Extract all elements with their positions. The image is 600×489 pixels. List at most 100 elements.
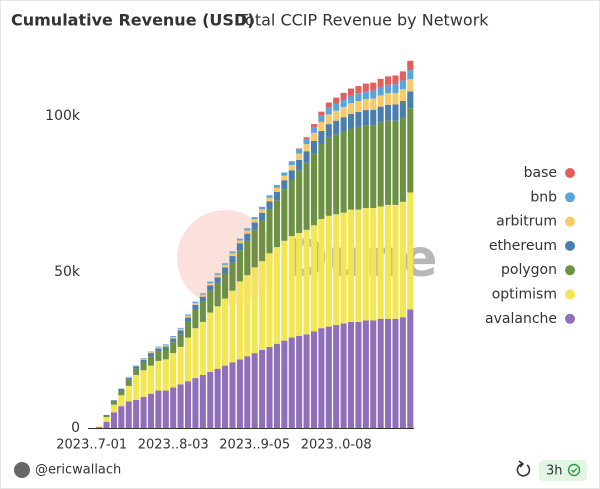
bar-segment [296, 335, 303, 428]
bar-segment [407, 108, 414, 193]
bar-segment [170, 342, 177, 354]
age-text: 3h [546, 464, 563, 479]
bar-segment [147, 352, 155, 354]
bar-segment [222, 273, 229, 299]
bar-segment [370, 320, 377, 428]
refresh-button[interactable] [516, 460, 531, 477]
bar-segment [222, 264, 229, 268]
bar-segment [340, 323, 347, 428]
bar-segment [199, 296, 206, 302]
bar-segment [244, 230, 251, 234]
bar-segment [140, 362, 147, 371]
bar-segment [125, 401, 132, 428]
bar-segment [266, 201, 273, 210]
bar-segment [118, 395, 125, 407]
bar-segment [251, 217, 258, 220]
bar-segment [125, 377, 132, 380]
bar-segment [340, 131, 347, 213]
bar-segment [347, 103, 355, 114]
refresh-icon [516, 463, 531, 477]
legend-label: optimism [492, 287, 557, 303]
bar-segment [385, 93, 392, 105]
bar-segment [392, 92, 399, 105]
bar-segment [170, 353, 177, 388]
bar-segment [222, 365, 229, 428]
bar-segment [244, 233, 251, 241]
bar-segment [162, 350, 169, 360]
y-tick-label: 50k [54, 264, 81, 280]
bar-segment [103, 417, 110, 422]
bar-segment [385, 104, 392, 121]
bar-segment [214, 273, 221, 275]
bar-segment [310, 132, 318, 141]
bar-segment [214, 274, 221, 278]
bar-segment [318, 144, 325, 219]
bar-segment [273, 247, 280, 344]
legend-label: arbitrum [496, 214, 557, 230]
bar-segment [162, 359, 169, 391]
bar-segment [162, 390, 169, 428]
bar-segment [392, 75, 399, 85]
bar-segment [229, 253, 236, 257]
bar-segment [296, 153, 303, 160]
legend-label: ethereum [489, 238, 557, 254]
legend-label: polygon [501, 262, 557, 278]
bar-segment [170, 335, 177, 337]
bar-segment [133, 374, 140, 400]
bar-segment [281, 340, 288, 428]
bar-segment [147, 365, 155, 394]
bar-segment [347, 209, 355, 322]
bar-segment [177, 328, 184, 331]
bar-segment [125, 377, 132, 378]
bar-segment [296, 233, 303, 336]
bar-segment [288, 170, 295, 180]
bar-segment [370, 109, 377, 126]
bar-segment [155, 351, 162, 361]
legend-swatch [565, 216, 575, 227]
username[interactable]: @ericwallach [35, 463, 121, 478]
bar-segment [184, 314, 192, 316]
bar-segment [207, 290, 214, 313]
bar-segment [407, 309, 414, 428]
bar-segment [377, 106, 384, 123]
bar-segment [222, 263, 229, 265]
bar-segment [362, 125, 369, 209]
bar-segment [266, 197, 273, 202]
bar-segment [236, 250, 243, 282]
bar-segment [133, 366, 140, 369]
bar-segment [214, 306, 221, 369]
avatar[interactable] [14, 462, 30, 478]
bar-segment [251, 267, 258, 354]
bar-segment [244, 228, 251, 231]
bar-segment [236, 359, 243, 428]
bar-segment [325, 114, 332, 125]
bar-segment [407, 60, 414, 71]
bar-segment [118, 390, 125, 396]
bar-segment [177, 327, 184, 329]
bar-segment [229, 290, 236, 363]
bar-segment [333, 325, 340, 428]
bar-segment [385, 84, 392, 94]
legend-label: bnb [530, 189, 557, 205]
chart-subtitle: Total CCIP Revenue by Network [237, 11, 489, 30]
bar-segment [355, 101, 362, 112]
bar-segment [177, 330, 184, 335]
legend-label: base [524, 165, 557, 181]
bar-segment [273, 191, 280, 201]
bar-segment [333, 214, 340, 326]
bar-segment [377, 318, 384, 428]
bar-segment [303, 229, 310, 335]
bar-segment [96, 426, 103, 428]
bar-segment [392, 120, 399, 205]
bar-segment [318, 328, 325, 428]
bar-segment [266, 209, 273, 254]
bar-segment [340, 92, 347, 100]
legend-swatch [565, 168, 575, 178]
bar-segment [385, 76, 392, 85]
legend-swatch [565, 289, 575, 300]
bar-segment [362, 110, 369, 126]
bar-segment [147, 351, 155, 353]
bar-segment [259, 209, 266, 213]
bar-segment [147, 356, 155, 366]
